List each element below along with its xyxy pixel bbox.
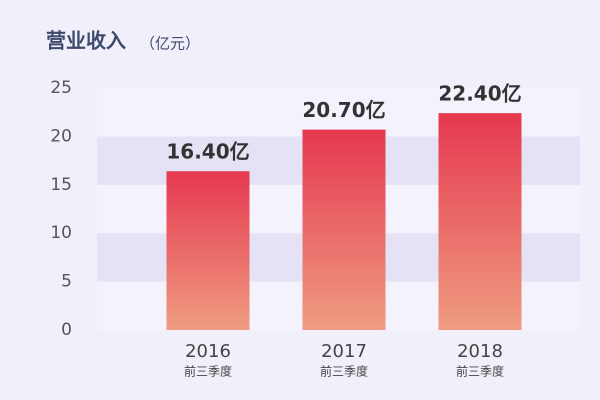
- bar: [438, 113, 522, 330]
- y-tick-label: 5: [61, 272, 72, 292]
- x-tick-label: 2016: [185, 341, 231, 362]
- chart-title: 营业收入: [46, 29, 126, 53]
- bar: [302, 129, 386, 330]
- y-tick-label: 0: [61, 320, 72, 340]
- bar: [166, 171, 250, 330]
- x-tick-label: 2018: [457, 341, 503, 362]
- x-tick-label: 2017: [321, 341, 367, 362]
- x-tick-sublabel: 前三季度: [184, 364, 232, 379]
- y-tick-label: 20: [50, 126, 72, 146]
- y-tick-label: 15: [50, 175, 72, 195]
- y-tick-label: 10: [50, 223, 72, 243]
- x-tick-sublabel: 前三季度: [320, 364, 368, 379]
- y-tick-label: 25: [50, 78, 72, 98]
- chart-subtitle: （亿元）: [140, 35, 200, 53]
- value-label: 20.70亿: [302, 98, 385, 122]
- value-label: 16.40亿: [166, 140, 249, 164]
- x-tick-sublabel: 前三季度: [456, 364, 504, 379]
- value-label: 22.40亿: [438, 82, 521, 106]
